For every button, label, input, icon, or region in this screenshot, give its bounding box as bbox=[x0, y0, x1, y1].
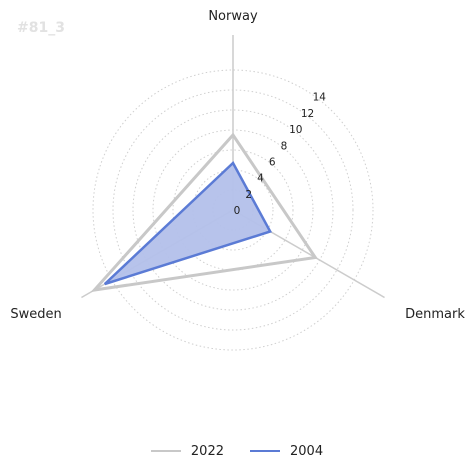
series-2004-polygon bbox=[103, 160, 273, 286]
legend-item-2004[interactable]: 2004 bbox=[250, 444, 323, 459]
radial-tick-0: 0 bbox=[234, 205, 241, 217]
legend: 2022 2004 bbox=[0, 441, 474, 461]
series-2022-polygon bbox=[90, 132, 318, 293]
chart-id-watermark: #81_3 bbox=[17, 20, 65, 36]
radial-tick-6: 6 bbox=[269, 156, 276, 168]
category-label-denmark: Denmark bbox=[405, 307, 465, 322]
radial-tick-14: 14 bbox=[313, 92, 327, 104]
radial-tick-4: 4 bbox=[257, 173, 264, 185]
grid-ring-6 bbox=[172, 149, 294, 271]
grid-ring-10 bbox=[132, 109, 334, 311]
legend-swatch-2022 bbox=[150, 450, 181, 452]
series-polygons bbox=[90, 132, 318, 293]
legend-label-2022: 2022 bbox=[190, 443, 224, 459]
radial-tick-10: 10 bbox=[289, 124, 302, 136]
radial-tick-2: 2 bbox=[245, 189, 252, 201]
radial-tick-8: 8 bbox=[281, 140, 288, 152]
grid-ring-14 bbox=[92, 69, 374, 351]
legend-label-2004: 2004 bbox=[290, 443, 324, 459]
legend-swatch-2004 bbox=[250, 450, 280, 452]
radial-tick-12: 12 bbox=[301, 108, 314, 120]
legend-item-2022[interactable]: 2022 bbox=[150, 443, 224, 459]
category-labels: Norway Denmark Sweden bbox=[10, 9, 465, 322]
category-label-sweden: Sweden bbox=[10, 307, 61, 322]
category-label-norway: Norway bbox=[208, 9, 258, 24]
